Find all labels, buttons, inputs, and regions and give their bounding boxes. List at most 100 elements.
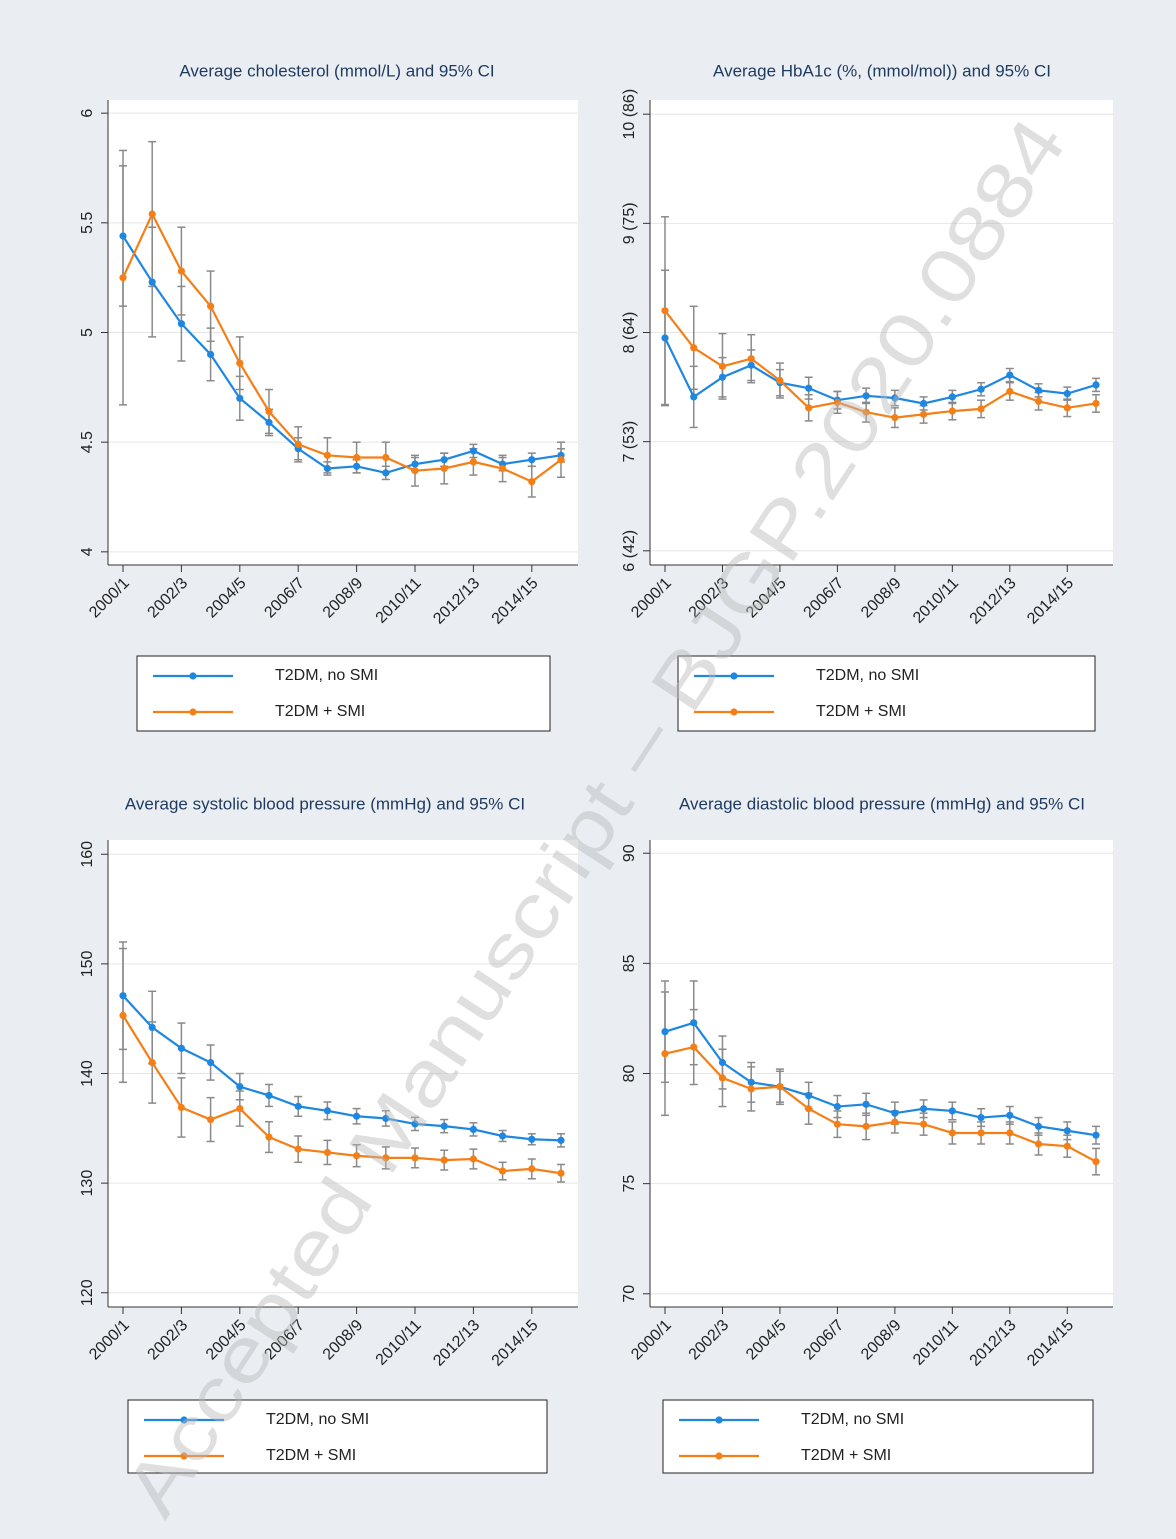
data-point [119,232,127,240]
y-tick-label: 8 (64) [621,312,638,354]
data-point [440,1122,448,1130]
data-point [805,384,813,392]
data-point [1063,404,1071,412]
chart-title: Average cholesterol (mmol/L) and 95% CI [179,61,494,80]
series-line [122,994,562,1142]
data-point [382,453,390,462]
data-point [1034,1122,1043,1130]
data-point [469,1155,477,1163]
data-point [557,1136,565,1144]
data-point [920,1105,928,1113]
data-point [891,414,899,422]
data-point [499,1132,507,1140]
data-point [977,1113,985,1122]
data-point [236,394,244,402]
legend-box [136,655,551,732]
data-point [718,362,727,370]
data-point [862,1100,870,1108]
data-point [557,456,565,464]
data-point [265,407,273,416]
data-point [382,469,390,477]
data-point [690,344,698,352]
data-point [353,453,361,462]
y-tick-label: 6 [79,109,96,118]
data-point [1006,1129,1014,1137]
data-point [891,1118,899,1126]
data-point [948,393,956,401]
data-point [1092,399,1100,408]
data-point [440,456,448,464]
data-point [833,1102,842,1111]
data-point [862,392,870,400]
y-tick-label: 130 [79,1170,96,1197]
y-tick-label: 10 (86) [621,89,638,140]
data-point [920,399,928,408]
y-tick-label: 5.5 [79,212,96,234]
data-point [690,393,698,401]
data-point [207,1058,215,1067]
data-point [294,1145,302,1153]
data-point [148,1023,156,1032]
data-point [661,1028,669,1036]
data-point [177,1044,185,1052]
data-point [747,1078,755,1086]
data-point [207,1115,215,1124]
y-tick-label: 160 [79,841,96,868]
legend-marker [189,672,197,680]
data-point [977,405,985,413]
series-line [664,337,1097,405]
data-point [353,462,361,470]
data-point [891,394,899,402]
data-point [236,359,244,367]
data-point [265,418,273,427]
data-point [469,1125,477,1134]
data-point [833,398,842,406]
legend-marker [180,1416,188,1424]
data-point [747,1085,755,1093]
data-point [805,404,813,412]
series-line [122,1014,562,1175]
y-tick-label: 5 [79,328,96,337]
data-point [1092,1158,1100,1166]
data-point [1006,371,1014,379]
data-point [528,1165,536,1173]
data-point [1092,381,1100,389]
data-point [1063,1142,1071,1150]
data-point [805,1105,813,1113]
data-point [1006,1111,1014,1119]
y-tick-label: 7 (53) [621,421,638,463]
legend-marker [730,672,738,680]
y-tick-label: 90 [621,844,638,862]
data-point [805,1091,813,1100]
legend-label: T2DM, no SMI [266,1411,369,1428]
data-point [920,410,928,418]
data-point [528,478,536,486]
y-tick-label: 75 [621,1175,638,1193]
y-tick-label: 9 (75) [621,202,638,244]
data-point [1034,397,1043,405]
data-point [353,1112,361,1120]
data-point [862,408,870,416]
data-point [207,350,215,359]
data-point [1034,1140,1043,1148]
y-tick-label: 140 [79,1060,96,1087]
legend-marker [730,708,738,716]
y-tick-label: 85 [621,954,638,972]
legend-label: T2DM, no SMI [275,667,378,684]
data-point [177,1103,185,1112]
data-point [148,1058,156,1067]
data-point [323,464,331,473]
data-point [323,451,331,459]
data-point [661,1050,669,1058]
data-point [528,456,536,464]
data-point [747,355,755,363]
data-point [891,1109,899,1117]
y-tick-label: 6 (42) [621,530,638,572]
data-point [718,1074,727,1082]
data-point [948,407,956,415]
legend-marker [715,1416,723,1424]
data-point [294,1102,302,1110]
data-point [948,1107,956,1115]
data-point [411,467,419,475]
data-point [411,460,419,468]
